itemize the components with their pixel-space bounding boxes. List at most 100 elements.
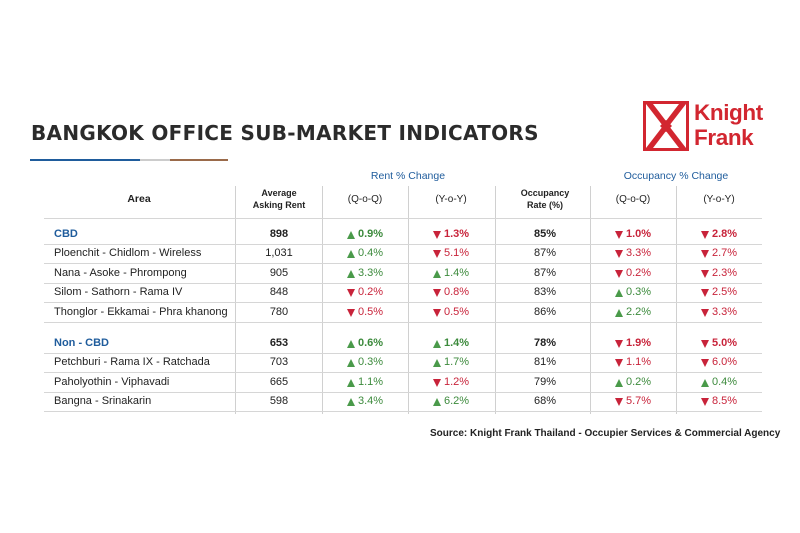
occ-qoq-header: (Q-o-Q)	[615, 194, 651, 205]
arrow-down-icon	[614, 397, 623, 406]
occ-cell: 83%	[533, 286, 557, 298]
header-divider	[44, 218, 762, 219]
row-divider	[44, 263, 762, 264]
asking-rent-header: Average Asking Rent	[236, 187, 322, 211]
change-value: 6.2%	[443, 395, 470, 407]
arrow-down-icon	[700, 288, 709, 297]
page-title: BANGKOK OFFICE SUB-MARKET INDICATORS	[31, 121, 539, 145]
rent-qoq-cell: 0.3%	[322, 353, 408, 372]
arrow-down-icon	[346, 288, 355, 297]
arrow-up-icon	[614, 288, 623, 297]
change-value: 1.4%	[443, 267, 470, 279]
column-divider	[676, 186, 677, 414]
change-value: 0.5%	[357, 306, 384, 318]
arrow-up-icon	[346, 230, 355, 239]
arrow-up-icon	[700, 378, 709, 387]
rent-qoq-cell: 3.3%	[322, 264, 408, 283]
arrow-up-icon	[346, 397, 355, 406]
rent-qoq-cell: 1.1%	[322, 373, 408, 392]
occ-yoy-cell: 0.4%	[676, 373, 762, 392]
arrow-down-icon	[700, 339, 709, 348]
occ-yoy-cell: 8.5%	[676, 392, 762, 411]
arrow-down-icon	[614, 358, 623, 367]
row-divider	[44, 353, 762, 354]
row-divider	[44, 322, 762, 323]
change-value: 0.6%	[357, 337, 384, 349]
table-row: Non - CBD 653 0.6% 1.4% 78% 1.9% 5.0%	[44, 334, 762, 353]
logo-wordmark: Knight Frank	[694, 100, 763, 150]
occ-cell: 81%	[533, 356, 557, 368]
occ-cell: 86%	[533, 306, 557, 318]
asking-rent-header-line2: Asking Rent	[252, 200, 306, 210]
asking-rent-header-line1: Average	[261, 188, 297, 198]
change-value: 1.1%	[625, 356, 652, 368]
rent-qoq-cell: 0.6%	[322, 334, 408, 353]
change-value: 0.3%	[625, 286, 652, 298]
rent-cell: 905	[269, 267, 289, 279]
occ-cell: 79%	[533, 376, 557, 388]
change-value: 0.2%	[625, 267, 652, 279]
rent-cell: 780	[269, 306, 289, 318]
arrow-up-icon	[346, 378, 355, 387]
occ-qoq-cell: 3.3%	[590, 244, 676, 263]
table-row: Silom - Sathorn - Rama IV 848 0.2% 0.8% 83% 0…	[44, 283, 762, 302]
arrow-up-icon	[432, 269, 441, 278]
arrow-down-icon	[432, 378, 441, 387]
title-underline	[30, 159, 140, 161]
rent-cell: 898	[269, 228, 289, 240]
change-value: 1.3%	[443, 228, 470, 240]
rent-yoy-cell: 1.2%	[408, 373, 494, 392]
change-value: 5.1%	[443, 247, 470, 259]
area-cell: Paholyothin - Viphavadi	[54, 376, 170, 388]
occupancy-rate-header-line1: Occupancy	[520, 188, 570, 198]
change-value: 0.8%	[443, 286, 470, 298]
table-row: Thonglor - Ekkamai - Phra khanong 780 0.5%…	[44, 303, 762, 322]
rent-yoy-cell: 0.8%	[408, 283, 494, 302]
arrow-down-icon	[700, 269, 709, 278]
occ-yoy-cell: 3.3%	[676, 303, 762, 322]
change-value: 2.8%	[711, 228, 738, 240]
arrow-down-icon	[432, 249, 441, 258]
occ-qoq-cell: 1.1%	[590, 353, 676, 372]
area-cell: Non - CBD	[54, 337, 109, 349]
occupancy-change-header: Occupancy % Change	[623, 170, 729, 182]
row-divider	[44, 302, 762, 303]
column-divider	[408, 186, 409, 414]
arrow-up-icon	[432, 358, 441, 367]
area-cell: Bangna - Srinakarin	[54, 395, 152, 407]
arrow-down-icon	[432, 308, 441, 317]
area-cell: Silom - Sathorn - Rama IV	[54, 286, 183, 298]
column-divider	[322, 186, 323, 414]
rent-cell: 1,031	[265, 247, 293, 259]
rent-cell: 703	[269, 356, 289, 368]
change-value: 1.2%	[443, 376, 470, 388]
source-note: Source: Knight Frank Thailand - Occupier…	[430, 428, 781, 439]
change-value: 0.4%	[711, 376, 738, 388]
rent-cell: 653	[269, 337, 289, 349]
row-divider	[44, 411, 762, 412]
logo-line-frank: Frank	[694, 125, 754, 150]
knight-frank-logo: Knight Frank	[643, 100, 763, 151]
title-underline-brown	[170, 159, 228, 161]
occ-yoy-cell: 2.5%	[676, 283, 762, 302]
rent-yoy-cell: 5.1%	[408, 244, 494, 263]
arrow-down-icon	[614, 339, 623, 348]
arrow-up-icon	[614, 378, 623, 387]
rent-change-header: Rent % Change	[370, 170, 446, 182]
occ-qoq-cell: 0.2%	[590, 373, 676, 392]
table-row: Ploenchit - Chidlom - Wireless 1,031 0.4% 5…	[44, 244, 762, 263]
occ-qoq-cell: 5.7%	[590, 392, 676, 411]
logo-line-knight: Knight	[694, 100, 763, 125]
occ-yoy-cell: 2.7%	[676, 244, 762, 263]
rent-cell: 848	[269, 286, 289, 298]
occ-cell: 87%	[533, 247, 557, 259]
occ-cell: 68%	[533, 395, 557, 407]
change-value: 1.0%	[625, 228, 652, 240]
arrow-up-icon	[346, 249, 355, 258]
table-row: Nana - Asoke - Phrompong 905 3.3% 1.4% 87% 0.…	[44, 264, 762, 283]
row-divider	[44, 392, 762, 393]
column-divider	[590, 186, 591, 414]
knight-frank-logo-icon	[643, 101, 689, 151]
arrow-up-icon	[432, 397, 441, 406]
rent-yoy-cell: 0.5%	[408, 303, 494, 322]
